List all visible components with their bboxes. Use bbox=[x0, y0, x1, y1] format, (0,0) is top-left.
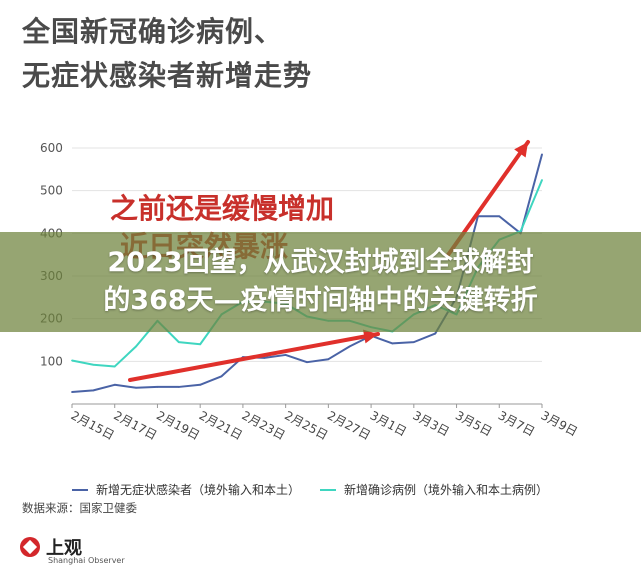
y-tick-label-500: 500 bbox=[40, 184, 63, 198]
x-tick-label-2月15日: 2月15日 bbox=[69, 408, 117, 442]
banner-line-1: 2023回望，从武汉封城到全球解封 bbox=[107, 247, 534, 278]
data-point-asymptomatic-20 bbox=[498, 215, 501, 218]
data-point-asymptomatic-5 bbox=[177, 386, 180, 388]
x-tick-label-2月27日: 2月27日 bbox=[325, 408, 373, 442]
x-tick-label-2月25日: 2月25日 bbox=[282, 408, 330, 442]
legend-swatch-asymptomatic bbox=[72, 488, 88, 491]
data-point-asymptomatic-15 bbox=[391, 342, 394, 345]
banner-line-2: 的368天—疫情时间轴中的关键转折 bbox=[103, 285, 538, 316]
annotation-slow-increase: 之前还是缓慢增加 bbox=[110, 192, 334, 225]
x-tick-label-3月9日: 3月9日 bbox=[539, 408, 580, 439]
data-point-asymptomatic-4 bbox=[156, 386, 159, 388]
data-point-asymptomatic-17 bbox=[434, 332, 437, 335]
data-source: 数据来源：国家卫健委 bbox=[22, 501, 137, 515]
overlay-banner: 2023回望，从武汉封城到全球解封 的368天—疫情时间轴中的关键转折 bbox=[0, 232, 641, 332]
data-point-confirmed-2 bbox=[113, 365, 116, 368]
title-line-1: 全国新冠确诊病例、 bbox=[22, 15, 284, 48]
data-point-confirmed-1 bbox=[92, 363, 95, 366]
data-point-confirmed-5 bbox=[177, 341, 180, 344]
logo: 上观 bbox=[20, 534, 82, 560]
data-point-asymptomatic-7 bbox=[220, 375, 223, 378]
x-tick-label-3月5日: 3月5日 bbox=[453, 408, 494, 439]
x-tick-label-2月17日: 2月17日 bbox=[111, 408, 159, 442]
data-point-confirmed-3 bbox=[135, 345, 137, 348]
y-tick-label-100: 100 bbox=[40, 354, 63, 368]
data-point-asymptomatic-13 bbox=[348, 345, 351, 348]
data-point-asymptomatic-22 bbox=[541, 153, 543, 156]
x-tick-label-2月23日: 2月23日 bbox=[240, 408, 288, 442]
data-point-asymptomatic-12 bbox=[327, 358, 330, 361]
data-point-confirmed-21 bbox=[519, 230, 522, 233]
y-tick-label-600: 600 bbox=[40, 141, 63, 155]
data-point-confirmed-6 bbox=[199, 343, 202, 346]
x-tick-label-3月7日: 3月7日 bbox=[496, 408, 537, 439]
legend-item-asymptomatic: 新增无症状感染者（境外输入和本土） bbox=[72, 481, 300, 498]
data-point-confirmed-22 bbox=[541, 179, 543, 181]
data-point-asymptomatic-10 bbox=[284, 354, 287, 356]
title-line-2: 无症状感染者新增走势 bbox=[22, 59, 313, 92]
legend-label-asymptomatic: 新增无症状感染者（境外输入和本土） bbox=[96, 483, 301, 497]
x-tick-label-3月3日: 3月3日 bbox=[410, 408, 451, 439]
data-point-asymptomatic-3 bbox=[135, 386, 137, 389]
logo-icon bbox=[20, 537, 40, 557]
x-tick-label-2月21日: 2月21日 bbox=[197, 408, 245, 442]
x-tick-label-3月1日: 3月1日 bbox=[368, 408, 409, 439]
chart-title: 全国新冠确诊病例、 无症状感染者新增走势 bbox=[22, 10, 312, 98]
data-point-asymptomatic-6 bbox=[199, 383, 202, 386]
legend-item-confirmed: 新增确诊病例（境外输入和本土病例） bbox=[320, 481, 548, 498]
data-point-asymptomatic-16 bbox=[412, 341, 415, 344]
logo-subtitle: Shanghai Observer bbox=[48, 556, 125, 565]
legend-swatch-confirmed bbox=[320, 488, 337, 491]
data-point-asymptomatic-1 bbox=[92, 389, 95, 392]
legend-label-confirmed: 新增确诊病例（境外输入和本土病例） bbox=[344, 483, 549, 497]
data-point-asymptomatic-9 bbox=[263, 357, 266, 359]
trend-arrow-slow-shaft bbox=[128, 332, 380, 382]
trend-arrow-slow-head bbox=[362, 329, 378, 344]
data-point-confirmed-0 bbox=[71, 359, 73, 362]
logo-name: 上观 bbox=[46, 538, 82, 559]
legend: 新增无症状感染者（境外输入和本土） 新增确诊病例（境外输入和本土病例） bbox=[72, 481, 548, 498]
trend-arrow-surge-head bbox=[514, 142, 528, 158]
data-point-asymptomatic-0 bbox=[71, 391, 73, 393]
x-tick-label-2月19日: 2月19日 bbox=[154, 408, 202, 442]
data-point-asymptomatic-2 bbox=[113, 383, 116, 386]
data-point-asymptomatic-11 bbox=[306, 361, 308, 364]
